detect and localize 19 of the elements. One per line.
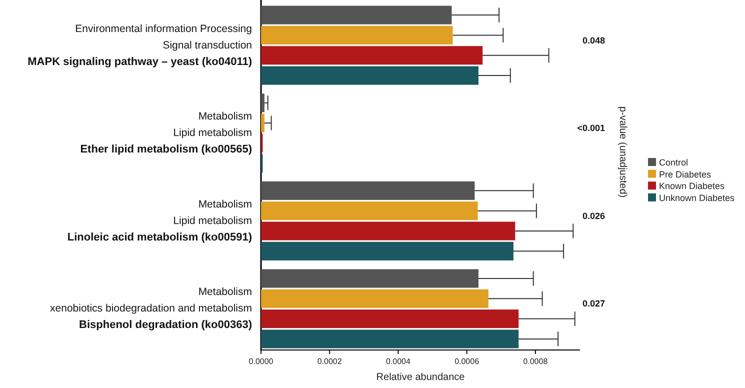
text: 0.048 [582,35,605,46]
legend-label: Unknown Diabetes [659,192,736,203]
x-tick-label: 0.0004 [386,357,411,366]
legend-label: Pre Diabetes [659,169,712,180]
x-tick-label: 0.0006 [454,357,480,366]
y-tick-label: Metabolism xenobiotics biodegradation and metabolism Bisphenol degradation (ko00363) [50,286,252,332]
legend-label: Control [659,158,688,168]
y-tick-label: Environmental information Processing Signal transduction MAPK signaling pathway – yeast (ko04011) [28,22,252,68]
x-axis-title: Relative abundance [376,372,466,383]
legend-label: Known Diabetes [659,181,726,192]
x-tick-label: 0.0008 [523,357,548,366]
y2-axis-title: p-value (unadjusted) [617,106,628,198]
y-tick-label: Metabolism Lipid metabolism Ether lipid metabolism (ko00565) [80,110,252,156]
y-tick-label: Metabolism Lipid metabolism Linoleic acid metabolism (ko00591) [67,198,252,244]
x-tick-label: 0.0002 [317,357,342,366]
text: 0.026 [582,210,605,221]
text: 0.027 [582,298,605,309]
annotation: <0.001 [577,123,605,134]
x-tick-label: 0.0000 [248,357,274,366]
